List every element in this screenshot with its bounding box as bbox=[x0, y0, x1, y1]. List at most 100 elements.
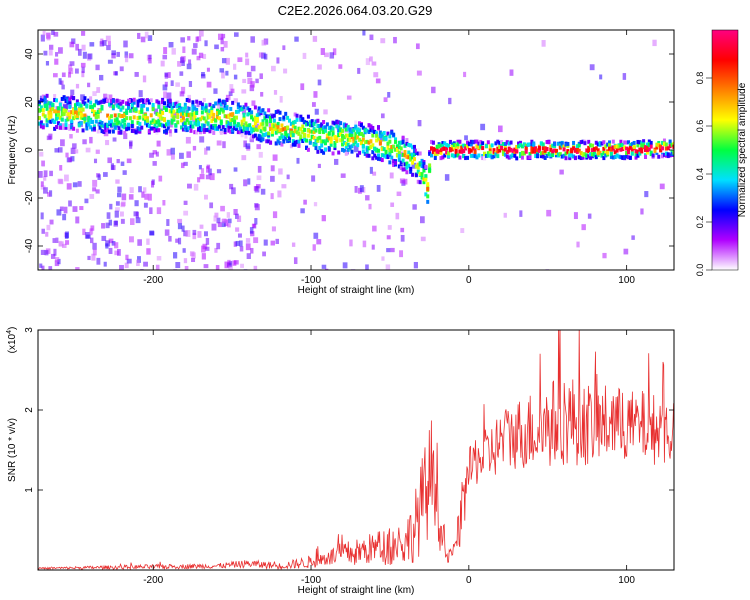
spectrogram-ridge-cell bbox=[373, 146, 377, 151]
spectrogram-ridge-cell bbox=[89, 96, 93, 101]
spectrogram-noise-cell bbox=[186, 63, 192, 70]
spectrogram-ridge-cell bbox=[481, 146, 485, 151]
spectrogram-ridge-cell bbox=[64, 99, 68, 104]
spectrogram-noise-cell bbox=[40, 249, 46, 255]
spectrogram-ridge-cell bbox=[439, 143, 443, 148]
spectrogram-ridge-cell bbox=[479, 144, 483, 149]
spectrogram-ridge-cell bbox=[505, 140, 509, 145]
spectrogram-ridge-cell bbox=[157, 128, 161, 133]
spectrogram-ridge-cell bbox=[92, 103, 96, 108]
spectrogram-ridge-cell bbox=[392, 162, 396, 167]
spectrogram-ridge-cell bbox=[64, 108, 68, 113]
spectrogram-noise-cell bbox=[204, 194, 208, 200]
spectrogram-noise-cell bbox=[387, 91, 391, 98]
spectrogram-ridge-cell bbox=[181, 111, 185, 116]
spectrogram-ridge-cell bbox=[45, 93, 49, 98]
snr-y-label: SNR (10 * v/v) bbox=[7, 418, 18, 482]
spectrogram-ridge-cell bbox=[193, 130, 197, 135]
spectrogram-ridge-cell bbox=[530, 142, 534, 147]
spectrogram-ridge-cell bbox=[104, 126, 108, 131]
spectrogram-noise-cell bbox=[256, 144, 261, 150]
spectrogram-noise-cell bbox=[89, 194, 95, 199]
spectrogram-ridge-cell bbox=[458, 155, 462, 160]
spectrogram-ridge-cell bbox=[85, 126, 89, 131]
spectrogram-ridge-cell bbox=[286, 115, 290, 120]
spectrogram-ridge-cell bbox=[234, 124, 238, 129]
spectrogram-ridge-cell bbox=[236, 105, 240, 110]
spectrogram-ridge-cell bbox=[257, 106, 261, 111]
spectrogram-noise-cell bbox=[95, 189, 100, 194]
spectrogram-ridge-cell bbox=[390, 145, 394, 150]
spectrogram-ridge-cell bbox=[331, 132, 335, 137]
spectrogram-ridge-cell bbox=[83, 113, 87, 118]
spectrogram-ridge-cell bbox=[278, 141, 282, 146]
spectrogram-ridge-cell bbox=[253, 121, 257, 126]
spectrogram-ridge-cell bbox=[136, 129, 140, 134]
spectrogram-ridge-cell bbox=[81, 128, 85, 133]
spectrogram-ridge-cell bbox=[94, 119, 98, 124]
spectrogram-ridge-cell bbox=[320, 149, 324, 154]
spectrogram-noise-cell bbox=[245, 243, 251, 251]
spectrogram-ridge-cell bbox=[636, 139, 640, 144]
spectrogram-noise-cell bbox=[206, 166, 210, 173]
spectrogram-ridge-cell bbox=[72, 116, 76, 121]
spectrogram-noise-cell bbox=[238, 240, 243, 247]
spectrogram-ridge-cell bbox=[555, 148, 559, 153]
spectrogram-noise-cell bbox=[198, 165, 202, 170]
spectrogram-noise-cell bbox=[75, 83, 80, 89]
spectrogram-ridge-cell bbox=[329, 137, 333, 142]
spectrogram-noise-cell bbox=[121, 193, 127, 201]
spectrogram-ridge-cell bbox=[443, 153, 447, 158]
spectrogram-noise-cell bbox=[193, 43, 198, 48]
spectrogram-ridge-cell bbox=[217, 116, 221, 121]
spectrogram-ridge-cell bbox=[628, 142, 632, 147]
spectrogram-ridge-cell bbox=[178, 103, 182, 108]
spectrogram-noise-cell bbox=[42, 30, 46, 36]
spectrogram-noise-cell bbox=[398, 151, 404, 158]
spectrogram-ridge-cell bbox=[58, 115, 62, 120]
spectrogram-noise-cell bbox=[255, 78, 259, 84]
spectrogram-ridge-cell bbox=[79, 121, 83, 126]
spectrogram-ridge-cell bbox=[435, 144, 439, 149]
spectrogram-ridge-cell bbox=[100, 123, 104, 128]
spectrogram-noise-cell bbox=[48, 266, 53, 270]
spectrogram-ridge-cell bbox=[38, 107, 41, 112]
spectrogram-ridge-cell bbox=[77, 111, 81, 116]
spectrogram-ridge-cell bbox=[613, 144, 617, 149]
spectrogram-noise-cell bbox=[40, 212, 44, 220]
spectrogram-ridge-cell bbox=[49, 101, 53, 106]
spectrogram-ridge-cell bbox=[418, 162, 422, 167]
spectrogram-ridge-cell bbox=[337, 120, 341, 125]
spectrogram-noise-cell bbox=[291, 242, 296, 247]
spectrogram-ridge-cell bbox=[66, 100, 70, 105]
spectrogram-ridge-cell bbox=[164, 105, 168, 110]
spectrogram-ridge-cell bbox=[257, 112, 261, 117]
spectrogram-ridge-cell bbox=[130, 103, 134, 108]
spectrogram-ridge-cell bbox=[149, 113, 153, 118]
spectrogram-ridge-cell bbox=[443, 141, 447, 146]
spectrogram-ridge-cell bbox=[106, 113, 110, 118]
spectrogram-noise-cell bbox=[264, 53, 268, 60]
spectrogram-ridge-cell bbox=[543, 155, 547, 160]
spectrogram-ridge-cell bbox=[134, 130, 138, 135]
spectrogram-ridge-cell bbox=[664, 142, 668, 147]
spectrogram-noise-cell bbox=[183, 161, 188, 166]
spectrogram-noise-cell bbox=[237, 57, 243, 63]
spectrogram-noise-cell bbox=[156, 140, 161, 147]
spectrogram-noise-cell bbox=[622, 73, 627, 80]
spectrogram-ridge-cell bbox=[251, 127, 255, 132]
spectrogram-ridge-cell bbox=[348, 145, 352, 150]
spectrogram-noise-cell bbox=[602, 252, 607, 259]
spectrogram-ridge-cell bbox=[43, 114, 47, 119]
spectrogram-ridge-cell bbox=[528, 155, 532, 160]
spectrogram-ridge-cell bbox=[138, 110, 142, 115]
spectrogram-ridge-cell bbox=[572, 140, 576, 145]
spectrogram-ridge-cell bbox=[64, 123, 68, 128]
spectrogram-ridge-cell bbox=[392, 132, 396, 137]
spectrogram-ridge-cell bbox=[183, 102, 187, 107]
spectrogram-ridge-cell bbox=[352, 128, 356, 133]
spectrogram-noise-cell bbox=[259, 73, 263, 80]
spectrogram-ridge-cell bbox=[246, 130, 250, 135]
spectrogram-ridge-cell bbox=[56, 109, 60, 114]
spectrogram-noise-cell bbox=[43, 176, 47, 181]
